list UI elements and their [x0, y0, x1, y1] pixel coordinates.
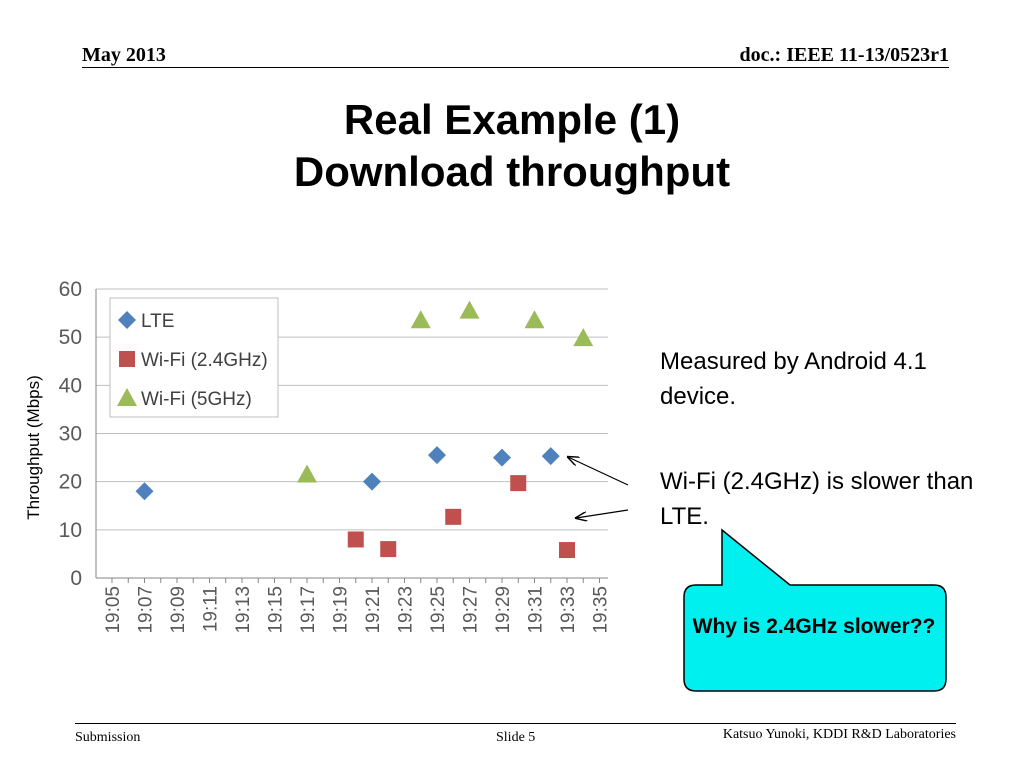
callout-shape: [683, 528, 947, 692]
data-point: [510, 475, 527, 492]
note-slower: Wi-Fi (2.4GHz) is slower than LTE.: [660, 468, 974, 530]
header-rule: [82, 67, 949, 68]
x-tick-label: 19:33: [558, 586, 579, 634]
footer-submission: Submission: [75, 730, 141, 745]
legend-label: Wi-Fi (2.4GHz): [141, 350, 268, 371]
y-axis-title: Throughput (Mbps): [24, 375, 43, 520]
slide-title-line1: Real Example (1): [343, 96, 681, 143]
x-tick-label: 19:17: [298, 586, 319, 634]
header-date: May 2013: [82, 44, 166, 66]
x-tick-label: 19:09: [168, 586, 189, 634]
x-tick-label: 19:35: [591, 586, 612, 634]
data-point: [363, 472, 381, 491]
y-tick-label: 10: [59, 519, 82, 542]
data-point: [135, 482, 154, 501]
x-tick-label: 19:11: [201, 586, 222, 632]
x-tick-label: 19:27: [461, 586, 482, 634]
legend-marker: [119, 351, 135, 367]
footer-slide-number: Slide 5: [496, 730, 536, 745]
data-point: [445, 508, 462, 525]
x-tick-label: 19:05: [103, 586, 124, 634]
data-point: [524, 310, 545, 329]
footer-author: Katsuo Yunoki, KDDI R&D Laboratories: [722, 727, 956, 742]
y-tick-label: 30: [59, 423, 82, 446]
x-tick-label: 19:13: [233, 586, 254, 634]
x-tick-label: 19:29: [493, 586, 514, 634]
data-point: [410, 310, 431, 329]
note-measured: Measured by Android 4.1 device.: [660, 348, 927, 410]
data-point: [297, 464, 317, 483]
data-point: [380, 541, 397, 558]
legend-marker: [118, 311, 136, 329]
data-point: [573, 328, 594, 347]
x-tick-label: 19:31: [526, 586, 547, 634]
slide-title-line2: Download throughput: [293, 148, 731, 195]
legend-marker: [117, 388, 137, 406]
x-tick-label: 19:19: [331, 586, 352, 634]
data-point: [541, 447, 560, 466]
data-point: [459, 300, 480, 319]
y-tick-label: 50: [59, 326, 82, 349]
data-point: [428, 446, 446, 465]
callout-text: Why is 2.4GHz slower??: [692, 615, 936, 638]
legend-label: Wi-Fi (5GHz): [141, 389, 252, 410]
x-tick-label: 19:25: [428, 586, 449, 634]
y-tick-label: 40: [59, 374, 82, 397]
data-point: [559, 542, 575, 559]
x-tick-label: 19:21: [363, 586, 384, 634]
footer-rule: [75, 723, 956, 724]
legend-box: [109, 297, 279, 418]
header-doc-id: doc.: IEEE 11-13/0523r1: [739, 44, 949, 66]
x-tick-label: 19:23: [396, 586, 417, 634]
legend-label: LTE: [141, 311, 174, 332]
y-tick-label: 0: [70, 567, 82, 590]
y-tick-label: 20: [59, 471, 82, 494]
x-tick-label: 19:15: [266, 586, 287, 634]
y-tick-label: 60: [59, 278, 82, 301]
x-tick-label: 19:07: [136, 586, 157, 634]
throughput-scatter-chart: 0 10 20 30 40 50 60 19:05 19:07 19:09 19:11 19:13 19…: [24, 278, 612, 634]
data-point: [493, 448, 511, 467]
data-point: [347, 531, 364, 548]
